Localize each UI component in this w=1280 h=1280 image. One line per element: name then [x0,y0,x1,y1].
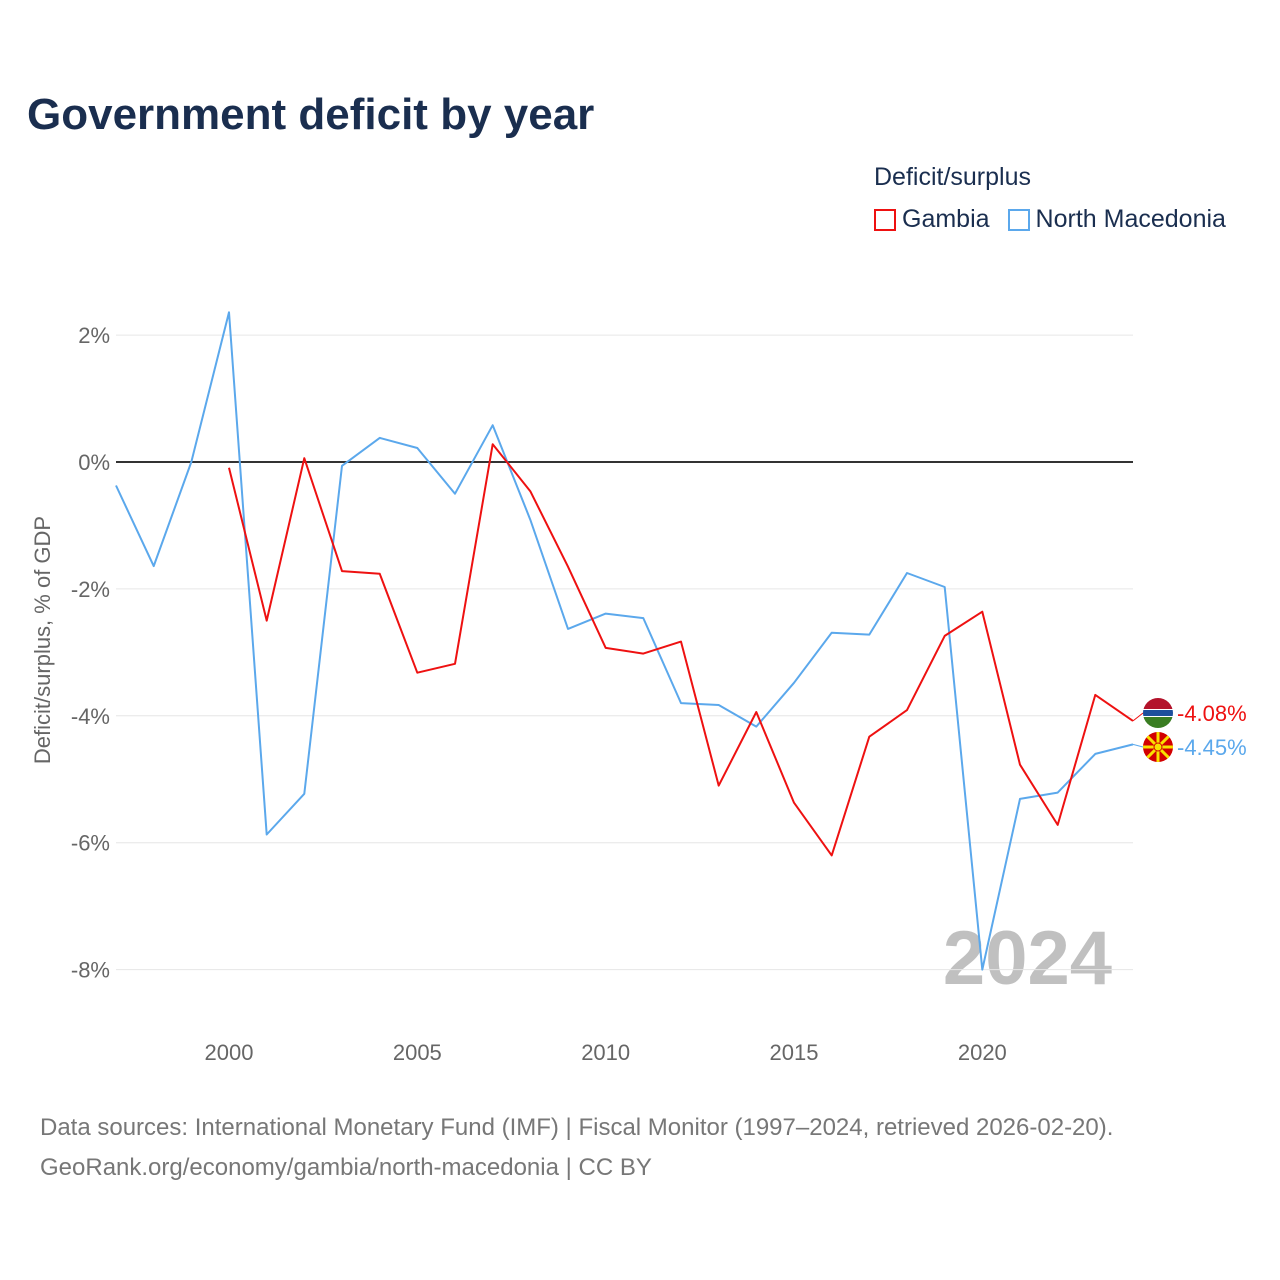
x-tick-label: 2000 [205,1040,254,1065]
source-line-2[interactable]: GeoRank.org/economy/gambia/north-macedon… [40,1154,652,1181]
legend-label: North Macedonia [1035,205,1226,233]
north-macedonia-flag-icon [1143,732,1173,762]
y-tick-label: -8% [71,958,110,983]
y-axis-label: Deficit/surplus, % of GDP [30,516,55,764]
legend-item-gambia[interactable]: Gambia [874,205,990,234]
source-note: Data sources: International Monetary Fun… [40,1108,1113,1188]
legend-title: Deficit/surplus [874,163,1031,191]
leader-line [1132,743,1144,748]
source-line-1: Data sources: International Monetary Fun… [40,1114,1114,1141]
y-tick-label: -2% [71,577,110,602]
x-tick-label: 2010 [581,1040,630,1065]
y-tick-label: 0% [78,450,110,475]
legend-swatch-gambia [874,208,896,231]
legend-swatch-north-macedonia [1007,208,1030,231]
series-line-north-macedonia [115,311,1134,971]
series-line-gambia [228,443,1134,857]
legend: Gambia North Macedonia [874,205,1226,234]
year-watermark: 2024 [943,916,1112,1001]
legend-label: Gambia [902,205,990,233]
y-tick-label: 2% [78,323,110,348]
end-value-label: -4.08% [1177,701,1247,726]
x-tick-label: 2005 [393,1040,442,1065]
x-tick-label: 2015 [770,1040,819,1065]
leader-line [1132,712,1144,722]
end-value-label: -4.45% [1177,735,1247,760]
chart-title: Government deficit by year [27,90,595,139]
gambia-flag-icon [1143,698,1173,728]
y-tick-label: -6% [71,831,110,856]
y-tick-label: -4% [71,704,110,729]
x-tick-label: 2020 [958,1040,1007,1065]
legend-item-north-macedonia[interactable]: North Macedonia [1007,205,1226,234]
